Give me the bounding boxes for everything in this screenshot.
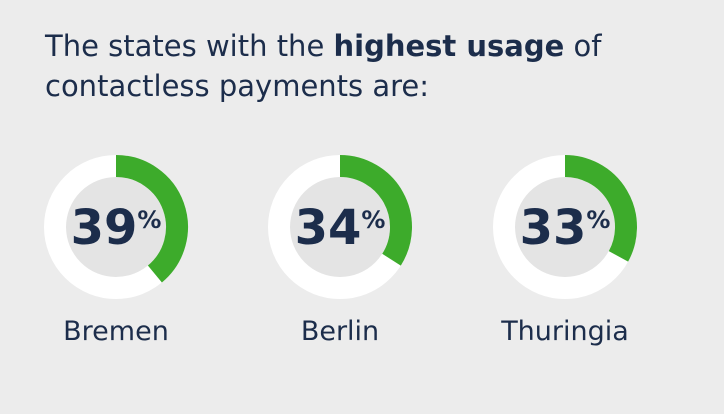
value-number: 33 [520,200,587,256]
value-number: 39 [71,200,138,256]
value-unit: % [137,206,161,234]
title-part: The states with the [45,29,325,63]
value-unit: % [361,206,385,234]
gauge-arc [339,155,412,266]
category-label: Bremen [63,316,169,347]
chart-title: The states with the highest usage of con… [45,26,605,106]
title-part: highest usage [333,29,565,63]
value-number: 34 [295,200,362,256]
category-label: Berlin [301,316,379,347]
value-label: 39% [71,200,162,256]
gauge-inner [515,177,615,277]
gauge-inner [66,177,166,277]
gauge-arc [115,155,188,283]
category-label: Thuringia [500,316,629,347]
value-label: 34% [295,200,386,256]
title-part: of contactless payments are: [45,29,602,103]
gauge-inner [290,177,390,277]
value-label: 33% [520,200,611,256]
value-unit: % [586,206,610,234]
gauge-arc [564,155,637,262]
